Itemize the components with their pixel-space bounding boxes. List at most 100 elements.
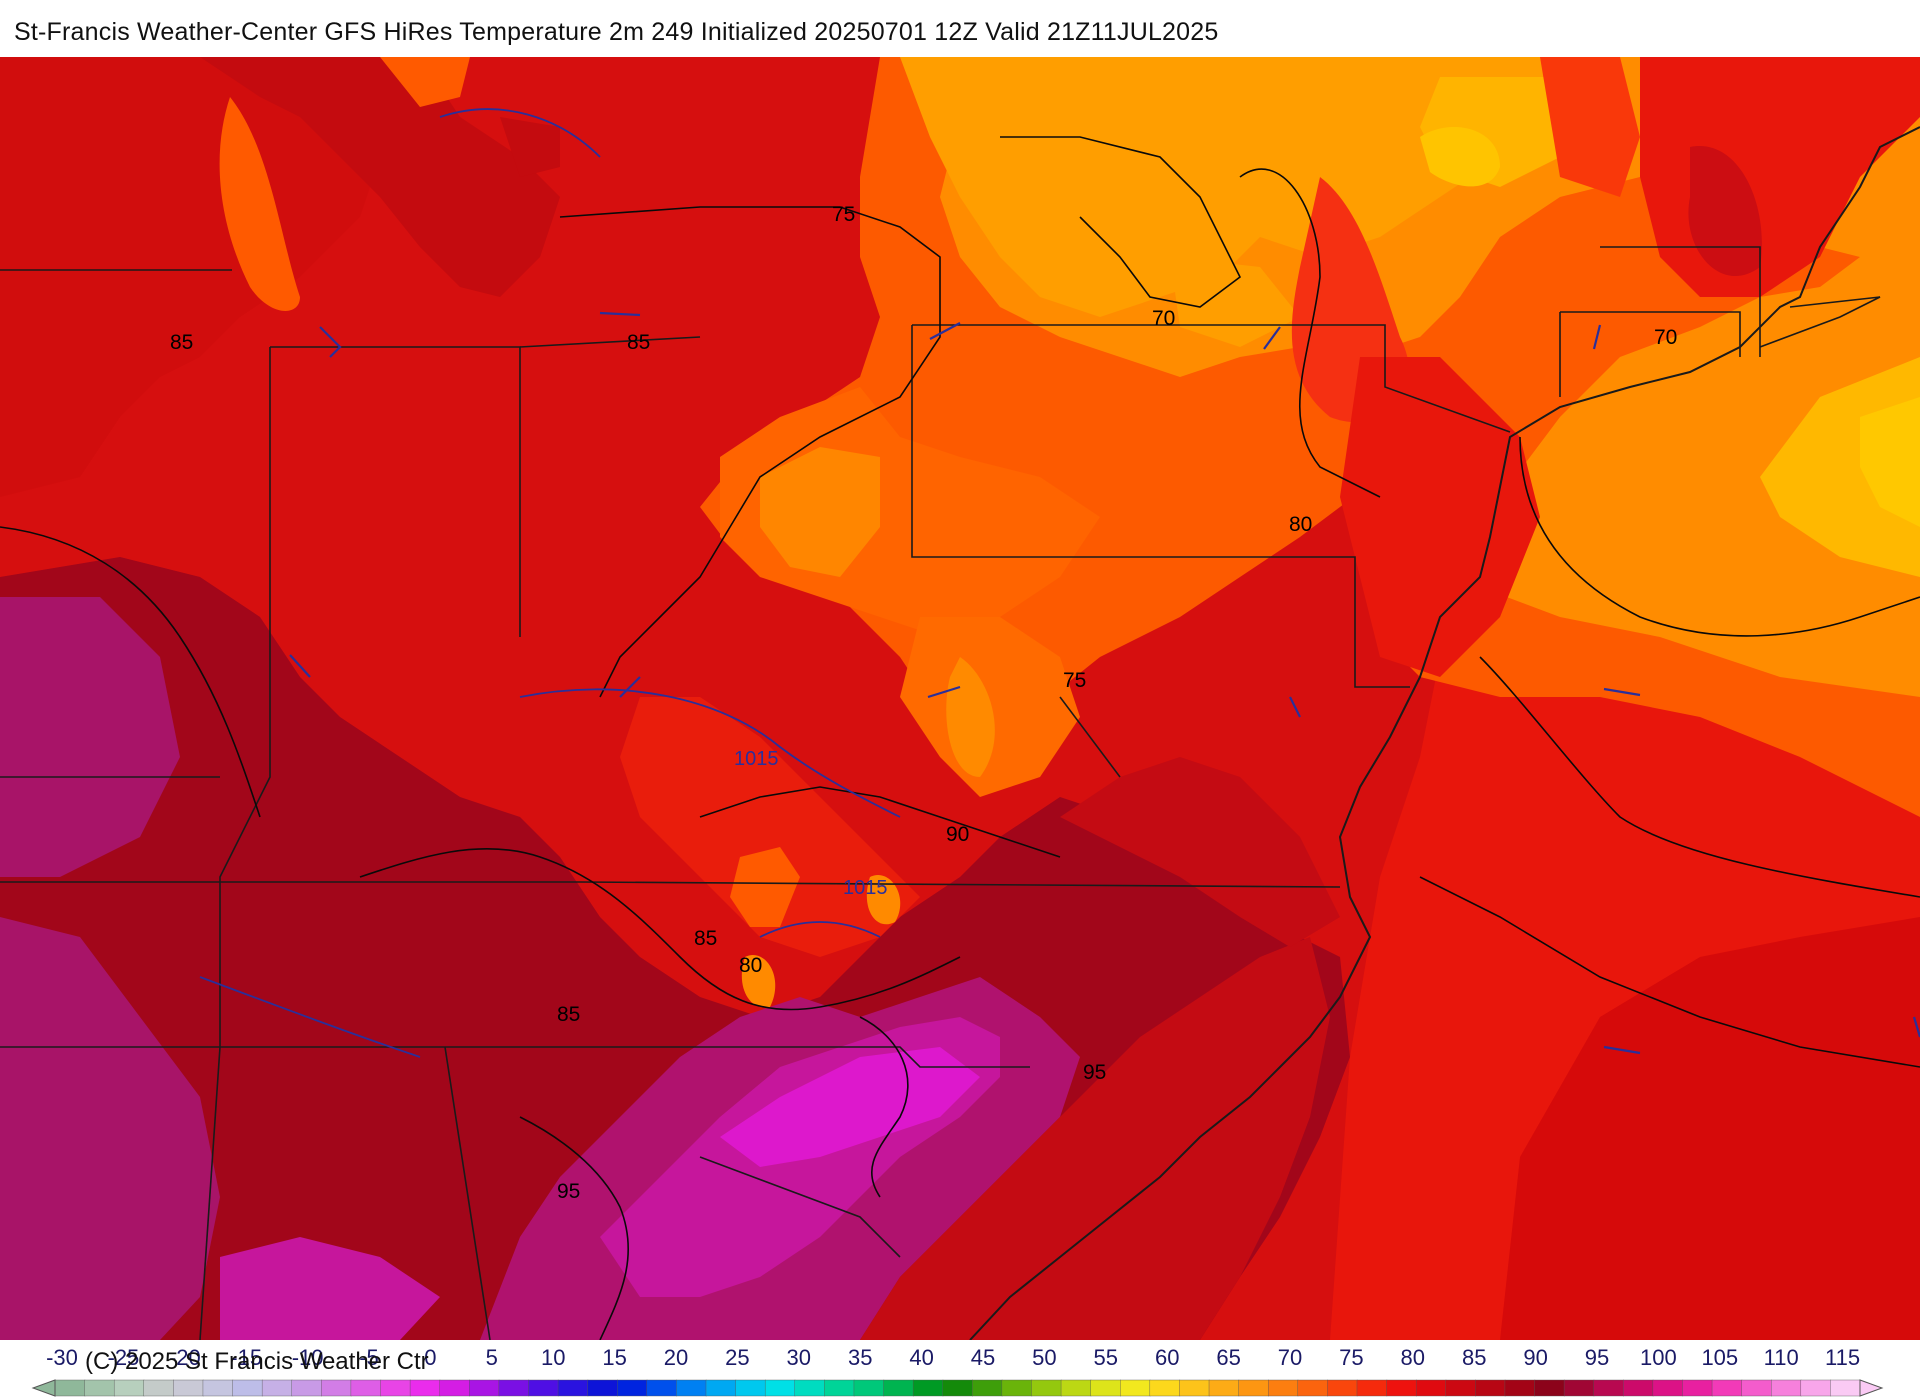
colorbar-tick-label: 95 bbox=[1585, 1345, 1609, 1370]
colorbar-swatch bbox=[291, 1379, 323, 1397]
colorbar-swatch bbox=[1356, 1379, 1388, 1397]
colorbar-swatch bbox=[646, 1379, 678, 1397]
colorbar-swatch bbox=[1771, 1379, 1802, 1397]
contour-label: 85 bbox=[694, 927, 717, 950]
copyright-text: (C) 2025 St Francis Weather Ctr bbox=[85, 1348, 429, 1375]
colorbar-swatch bbox=[469, 1379, 500, 1397]
isobar-label: 1015 bbox=[734, 748, 779, 770]
colorbar-swatches bbox=[31, 1379, 1884, 1397]
temperature-map: 75 85 85 70 70 80 75 1015 90 1015 85 80 … bbox=[0, 57, 1920, 1340]
colorbar-swatch bbox=[232, 1379, 263, 1397]
isobar-label: 1015 bbox=[843, 877, 888, 899]
map-title: St-Francis Weather-Center GFS HiRes Temp… bbox=[14, 18, 1219, 46]
colorbar-swatch bbox=[824, 1379, 855, 1397]
colorbar-tick-label: 10 bbox=[541, 1345, 565, 1370]
colorbar-swatch bbox=[1179, 1379, 1210, 1397]
colorbar-swatch bbox=[1031, 1379, 1062, 1397]
contour-label: 90 bbox=[946, 823, 969, 846]
colorbar-tick-label: 5 bbox=[486, 1345, 498, 1370]
colorbar-tick-label: 60 bbox=[1155, 1345, 1179, 1370]
colorbar-swatch bbox=[1563, 1379, 1595, 1397]
colorbar-swatch bbox=[912, 1379, 944, 1397]
colorbar-swatch bbox=[1623, 1379, 1654, 1397]
colorbar-tick-label: 100 bbox=[1640, 1345, 1677, 1370]
colorbar-swatch bbox=[557, 1379, 589, 1397]
colorbar-swatch bbox=[942, 1379, 973, 1397]
colorbar-swatch bbox=[1741, 1379, 1772, 1397]
contour-label: 95 bbox=[557, 1180, 580, 1203]
colorbar-tick-label: -10 bbox=[292, 1345, 324, 1370]
colorbar-swatch bbox=[1238, 1379, 1269, 1397]
colorbar-swatch bbox=[1327, 1379, 1358, 1397]
colorbar-swatch bbox=[1534, 1379, 1565, 1397]
colorbar-swatch bbox=[705, 1379, 737, 1397]
colorbar-tick-label: 85 bbox=[1462, 1345, 1486, 1370]
colorbar-tick-label: 105 bbox=[1701, 1345, 1738, 1370]
colorbar-tick-label: 115 bbox=[1825, 1345, 1860, 1370]
colorbar-swatch bbox=[1267, 1379, 1299, 1397]
colorbar-swatch bbox=[1386, 1379, 1417, 1397]
colorbar-swatch bbox=[764, 1379, 796, 1397]
colorbar-tick-label: -30 bbox=[46, 1345, 78, 1370]
colorbar-swatch bbox=[735, 1379, 766, 1397]
colorbar-swatch bbox=[1001, 1379, 1033, 1397]
colorbar-swatch bbox=[1800, 1379, 1832, 1397]
colorbar-swatch bbox=[439, 1379, 470, 1397]
colorbar-tick-label: 25 bbox=[725, 1345, 749, 1370]
colorbar-swatch bbox=[617, 1379, 648, 1397]
colorbar-tick-label: 90 bbox=[1523, 1345, 1547, 1370]
colorbar-right-arrow bbox=[1859, 1379, 1884, 1397]
contour-label: 85 bbox=[627, 331, 650, 354]
colorbar-swatch bbox=[1711, 1379, 1743, 1397]
colorbar-swatch bbox=[202, 1379, 234, 1397]
colorbar-swatch bbox=[173, 1379, 204, 1397]
colorbar-swatch bbox=[1830, 1379, 1861, 1397]
colorbar-swatch bbox=[143, 1379, 175, 1397]
colorbar-swatch bbox=[1652, 1379, 1684, 1397]
colorbar-swatch bbox=[1208, 1379, 1240, 1397]
colorbar-swatch bbox=[84, 1379, 115, 1397]
colorbar-tick-label: 15 bbox=[602, 1345, 626, 1370]
colorbar-swatch bbox=[498, 1379, 530, 1397]
colorbar-swatch bbox=[853, 1379, 885, 1397]
colorbar-swatch bbox=[1415, 1379, 1447, 1397]
colorbar-ticks: -30 -25 -20 -15 -10 -5 0 5 10 15 20 25 30 35 40 45 50 55 6… bbox=[46, 1345, 1860, 1370]
colorbar-tick-label: 75 bbox=[1339, 1345, 1363, 1370]
colorbar-tick-label: -15 bbox=[230, 1345, 262, 1370]
colorbar-swatch bbox=[1120, 1379, 1151, 1397]
contour-label: 75 bbox=[1063, 669, 1086, 692]
colorbar-swatch bbox=[1593, 1379, 1624, 1397]
colorbar-swatch bbox=[1090, 1379, 1121, 1397]
colorbar-tick-label: 55 bbox=[1094, 1345, 1118, 1370]
contour-label: 85 bbox=[170, 331, 193, 354]
colorbar-tick-label: -25 bbox=[108, 1345, 140, 1370]
colorbar-swatch bbox=[350, 1379, 382, 1397]
contour-label: 70 bbox=[1152, 307, 1175, 330]
colorbar-swatch bbox=[321, 1379, 352, 1397]
colorbar-tick-label: 70 bbox=[1278, 1345, 1302, 1370]
colorbar-tick-label: 40 bbox=[909, 1345, 933, 1370]
contour-label: 80 bbox=[739, 954, 762, 977]
colorbar-tick-label: 45 bbox=[971, 1345, 995, 1370]
colorbar-tick-label: 110 bbox=[1764, 1345, 1799, 1370]
contour-label: 80 bbox=[1289, 513, 1312, 536]
colorbar-swatch bbox=[1682, 1379, 1713, 1397]
colorbar-tick-label: 35 bbox=[848, 1345, 872, 1370]
contour-label: 85 bbox=[557, 1003, 580, 1026]
contour-label: 95 bbox=[1083, 1061, 1106, 1084]
colorbar-swatch bbox=[409, 1379, 441, 1397]
colorbar-swatch bbox=[113, 1379, 145, 1397]
colorbar-tick-label: -20 bbox=[169, 1345, 201, 1370]
colorbar-swatch bbox=[794, 1379, 826, 1397]
colorbar-tick-label: 20 bbox=[664, 1345, 688, 1370]
colorbar-tick-label: 0 bbox=[424, 1345, 436, 1370]
colorbar-swatch bbox=[1504, 1379, 1536, 1397]
colorbar-swatch bbox=[972, 1379, 1003, 1397]
contour-label: 75 bbox=[832, 203, 855, 226]
colorbar-tick-label: 80 bbox=[1401, 1345, 1425, 1370]
temperature-colorbar: -30 -25 -20 -15 -10 -5 0 5 10 15 20 25 30 35 40 45 50 55 6… bbox=[31, 1345, 1884, 1397]
colorbar-swatch bbox=[528, 1379, 559, 1397]
colorbar-swatch bbox=[1149, 1379, 1181, 1397]
colorbar-swatch bbox=[1445, 1379, 1477, 1397]
contour-label: 70 bbox=[1654, 326, 1677, 349]
